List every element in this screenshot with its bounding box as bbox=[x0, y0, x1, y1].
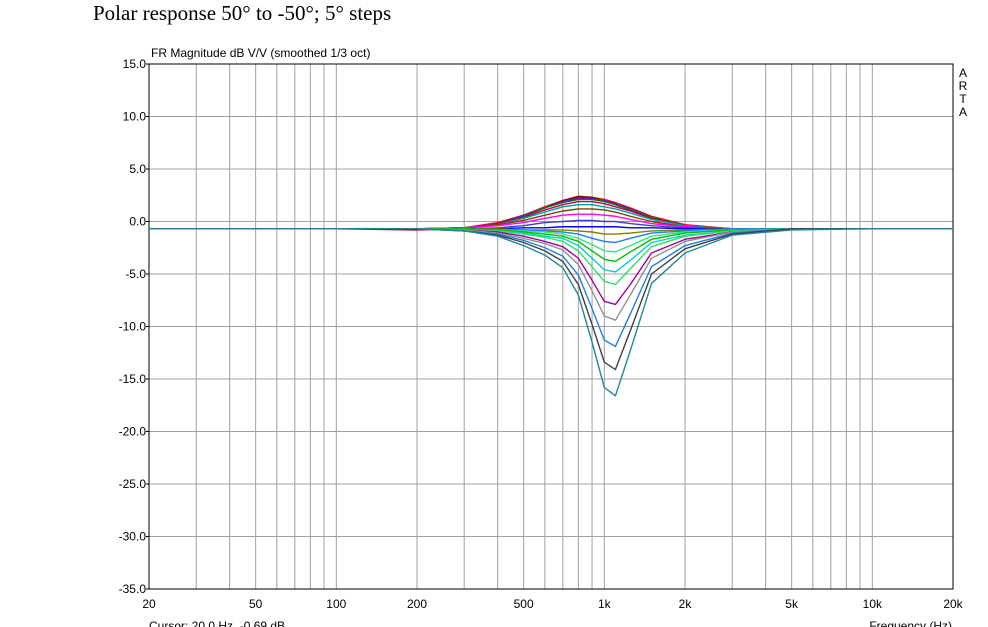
chart-title: Polar response 50° to -50°; 5° steps bbox=[93, 1, 391, 25]
series-line bbox=[149, 208, 953, 230]
plot-frame bbox=[148, 63, 954, 590]
x-axis-label: Frequency (Hz) bbox=[869, 619, 952, 627]
x-tick-label: 1k bbox=[598, 597, 612, 611]
y-tick-label: -20.0 bbox=[119, 425, 147, 439]
y-tick-label: 15.0 bbox=[123, 57, 147, 71]
x-tick-label: 20 bbox=[142, 597, 156, 611]
y-tick-label: 5.0 bbox=[129, 162, 146, 176]
x-tick-label: 10k bbox=[863, 597, 883, 611]
series-line bbox=[149, 228, 953, 306]
x-tick-label: 500 bbox=[514, 597, 534, 611]
y-tick-label: -30.0 bbox=[119, 530, 147, 544]
y-tick-label: -15.0 bbox=[119, 372, 147, 386]
x-tick-label: 50 bbox=[249, 597, 263, 611]
series-line bbox=[149, 228, 953, 348]
x-tick-label: 5k bbox=[785, 597, 799, 611]
side-label: ARTA bbox=[956, 66, 970, 118]
y-tick-label: -5.0 bbox=[125, 267, 146, 281]
y-tick-label: -10.0 bbox=[119, 320, 147, 334]
x-tick-label: 20k bbox=[943, 597, 963, 611]
x-tick-label: 100 bbox=[326, 597, 346, 611]
x-tick-label: 2k bbox=[679, 597, 693, 611]
series-line bbox=[149, 228, 953, 397]
y-tick-label: 10.0 bbox=[123, 110, 147, 124]
x-tick-label: 200 bbox=[407, 597, 427, 611]
y-tick-label: -25.0 bbox=[119, 477, 147, 491]
cursor-readout: Cursor: 20.0 Hz, -0.69 dB bbox=[149, 619, 285, 627]
series-line bbox=[149, 228, 953, 253]
y-tick-label: -35.0 bbox=[119, 582, 147, 596]
series-line bbox=[149, 228, 953, 244]
chart-subtitle: FR Magnitude dB V/V (smoothed 1/3 oct) bbox=[151, 46, 370, 60]
y-tick-label: 0.0 bbox=[129, 215, 146, 229]
